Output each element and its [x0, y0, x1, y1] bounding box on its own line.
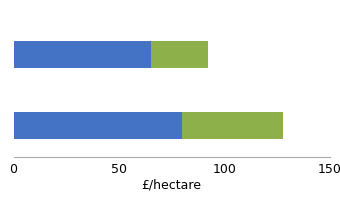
Bar [182, 113, 284, 139]
Bar [14, 113, 182, 139]
X-axis label: £/hectare: £/hectare [142, 178, 202, 191]
Bar [14, 42, 151, 69]
Bar [151, 42, 207, 69]
